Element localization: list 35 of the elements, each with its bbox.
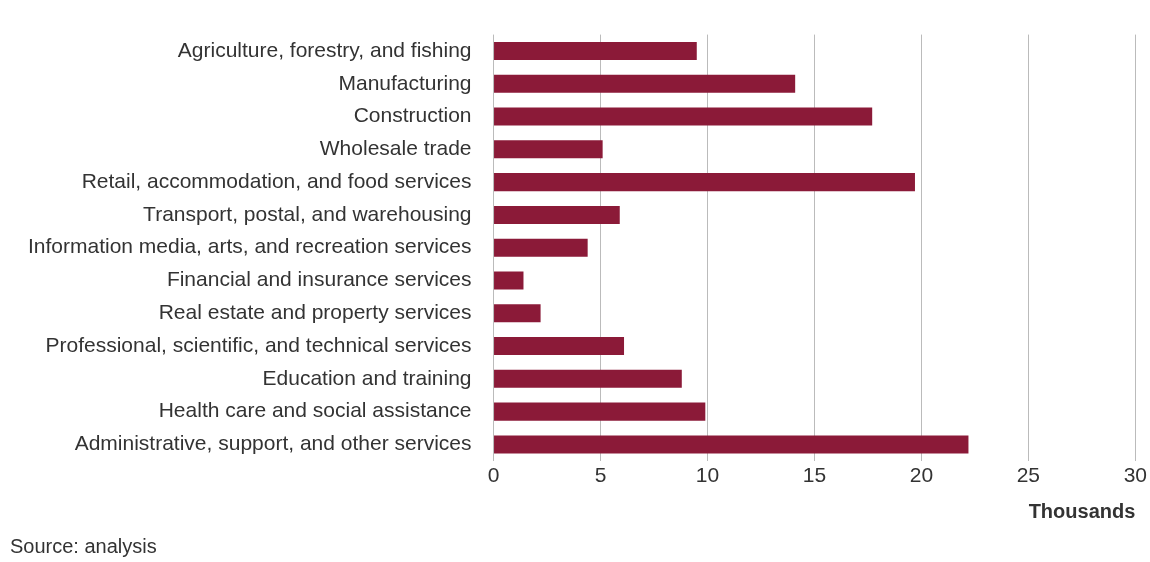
y-tick-label: Financial and insurance services — [166, 267, 472, 291]
bar — [494, 173, 915, 192]
y-tick-label: Health care and social assistance — [158, 398, 472, 422]
x-axis-title: Thousands — [1028, 499, 1136, 522]
x-tick-label: 0 — [487, 463, 500, 487]
bar — [494, 271, 524, 290]
bar — [494, 107, 873, 126]
source-note: Source: analysis — [10, 535, 157, 558]
bar — [494, 337, 625, 356]
x-tick-label: 5 — [594, 463, 607, 487]
x-tick-label: 25 — [1016, 463, 1041, 487]
x-tick-label: 15 — [802, 463, 827, 487]
y-tick-label: Manufacturing — [338, 70, 472, 94]
y-tick-label: Transport, postal, and warehousing — [143, 201, 472, 225]
x-tick-label: 30 — [1123, 463, 1147, 487]
x-tick-label: 10 — [695, 463, 720, 487]
y-tick-label: Information media, arts, and recreation services — [27, 234, 472, 258]
bar — [494, 304, 541, 323]
bar — [494, 140, 603, 159]
bar — [494, 369, 682, 388]
y-tick-label: Agriculture, forestry, and fishing — [177, 37, 472, 61]
x-tick-label: 20 — [909, 463, 934, 487]
y-tick-label: Real estate and property services — [158, 300, 472, 324]
bar — [494, 74, 796, 93]
y-tick-label: Construction — [353, 103, 472, 127]
y-tick-label: Retail, accommodation, and food services — [81, 168, 472, 192]
bar — [494, 205, 620, 224]
bar — [494, 41, 697, 61]
y-tick-label: Wholesale trade — [319, 136, 472, 160]
y-tick-label: Administrative, support, and other services — [74, 431, 472, 455]
y-tick-label: Professional, scientific, and technical services — [45, 332, 472, 356]
y-tick-label: Education and training — [262, 365, 472, 389]
bar — [494, 238, 588, 257]
bar — [494, 435, 969, 454]
bar — [494, 402, 706, 421]
